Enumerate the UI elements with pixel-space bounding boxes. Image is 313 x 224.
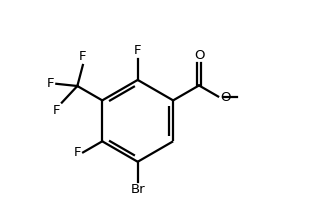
Text: O: O xyxy=(220,91,230,104)
Text: F: F xyxy=(79,50,87,63)
Text: F: F xyxy=(134,44,141,57)
Text: Br: Br xyxy=(131,183,145,196)
Text: F: F xyxy=(74,146,81,159)
Text: F: F xyxy=(53,104,60,117)
Text: O: O xyxy=(194,49,204,62)
Text: F: F xyxy=(47,77,54,90)
